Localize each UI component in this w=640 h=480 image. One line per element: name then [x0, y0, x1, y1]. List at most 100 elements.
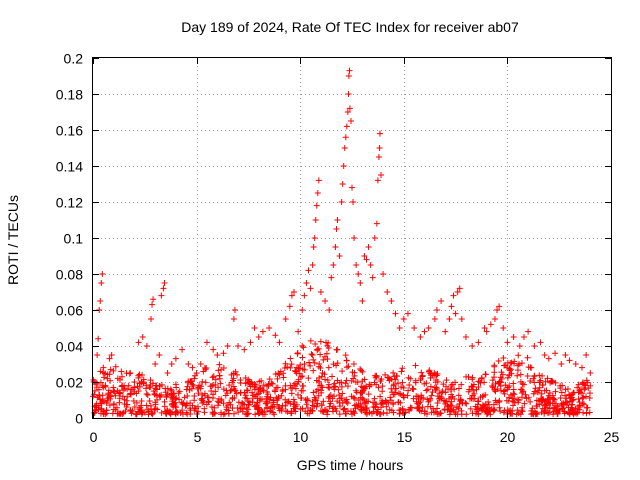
data-point — [545, 355, 552, 362]
data-point — [483, 328, 490, 335]
data-point — [533, 411, 540, 418]
data-point — [580, 409, 587, 416]
data-point — [119, 382, 126, 389]
data-point — [208, 388, 215, 395]
data-point — [244, 406, 251, 413]
data-point — [421, 380, 428, 387]
data-point — [282, 316, 289, 322]
data-point — [454, 289, 461, 295]
data-point — [465, 373, 472, 380]
data-point — [358, 367, 365, 374]
data-point — [98, 280, 105, 286]
data-point — [530, 390, 537, 397]
data-point — [587, 370, 594, 376]
data-point — [412, 377, 419, 384]
data-point — [127, 406, 134, 413]
y-tick-label: 0.16 — [56, 123, 83, 139]
data-point — [186, 387, 193, 394]
data-point — [544, 375, 551, 382]
data-point — [235, 343, 242, 349]
data-point — [315, 392, 322, 399]
data-point — [372, 400, 379, 407]
data-point — [522, 391, 529, 398]
data-point — [453, 404, 460, 411]
data-point — [303, 401, 310, 408]
data-point — [400, 316, 407, 322]
data-point — [455, 392, 462, 399]
data-point — [583, 393, 590, 400]
data-point — [279, 402, 286, 409]
data-point — [324, 411, 331, 418]
data-point — [314, 386, 321, 393]
data-point — [322, 376, 329, 383]
data-point — [154, 406, 161, 413]
data-point — [510, 334, 517, 340]
data-point — [189, 381, 196, 388]
data-point — [259, 328, 266, 335]
data-point — [302, 396, 309, 403]
data-point — [480, 403, 487, 410]
data-point — [349, 184, 355, 191]
data-point — [383, 410, 390, 417]
data-point — [204, 394, 211, 401]
data-point — [331, 383, 338, 390]
data-point — [104, 375, 111, 382]
data-point — [482, 391, 489, 398]
y-tick-label: 0.06 — [56, 303, 83, 319]
data-point — [535, 398, 542, 405]
y-tick-label: 0.14 — [56, 159, 83, 175]
data-point — [378, 172, 385, 178]
data-point — [398, 384, 405, 391]
data-point — [285, 398, 292, 405]
data-point — [516, 361, 523, 368]
data-point — [209, 374, 216, 381]
data-point — [544, 396, 551, 403]
data-point — [550, 408, 557, 415]
data-point — [544, 410, 551, 417]
data-point — [339, 368, 346, 375]
data-point — [118, 368, 125, 375]
data-point — [310, 356, 317, 363]
data-point — [298, 395, 305, 402]
data-point — [362, 400, 369, 407]
data-point — [359, 378, 366, 385]
data-point — [161, 398, 168, 405]
data-point — [518, 360, 525, 367]
data-point — [434, 400, 441, 407]
data-point — [112, 392, 119, 399]
data-point — [294, 350, 301, 357]
data-point — [578, 364, 585, 371]
data-point — [157, 393, 164, 400]
data-point — [339, 181, 346, 187]
data-point — [131, 404, 138, 411]
data-point — [324, 377, 331, 384]
data-point — [326, 403, 333, 410]
data-point — [352, 405, 359, 412]
data-point — [375, 384, 382, 391]
data-point — [366, 381, 373, 388]
data-point — [295, 328, 302, 335]
data-point — [248, 379, 255, 386]
data-point — [133, 399, 140, 406]
data-point — [388, 376, 395, 383]
data-point — [114, 387, 121, 394]
data-point — [301, 292, 308, 299]
y-tick-label: 0.04 — [56, 339, 83, 355]
data-point — [330, 262, 337, 268]
data-point — [97, 400, 104, 407]
data-point — [255, 334, 262, 340]
data-point — [506, 365, 513, 372]
data-point — [357, 394, 364, 401]
data-point — [333, 226, 340, 232]
data-point — [404, 310, 411, 317]
data-point — [193, 411, 200, 418]
data-point — [102, 370, 109, 377]
data-point — [416, 404, 423, 411]
data-point — [97, 396, 104, 403]
data-point — [231, 410, 238, 417]
data-point — [479, 406, 486, 413]
data-point — [288, 361, 295, 368]
data-point — [114, 410, 121, 417]
data-point — [467, 405, 474, 412]
data-point — [395, 390, 402, 397]
